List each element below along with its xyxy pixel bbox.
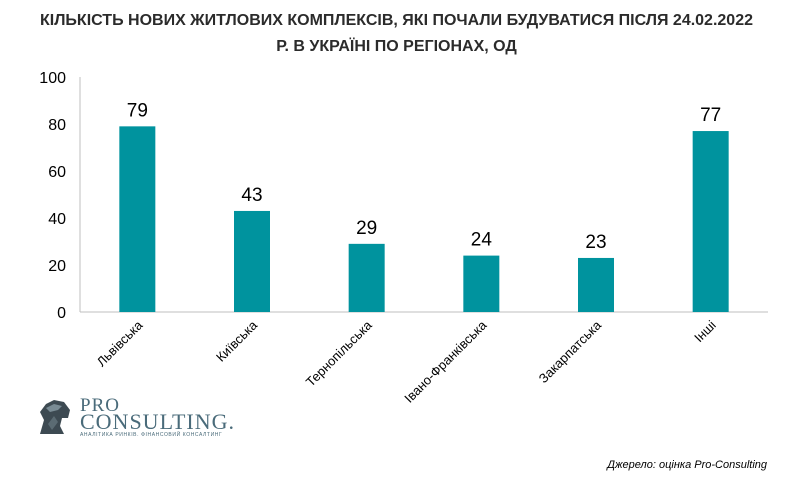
data-label: 23	[585, 232, 606, 253]
horse-head-logo-icon	[34, 396, 76, 438]
bar	[692, 131, 729, 312]
x-tick-label: Івано-Франківська	[401, 317, 490, 406]
x-tick-label: Інші	[691, 317, 719, 345]
y-tick-label: 40	[48, 211, 66, 228]
x-tick-label: Київська	[213, 317, 261, 365]
y-tick-label: 100	[39, 70, 66, 87]
chart-title: КІЛЬКІСТЬ НОВИХ ЖИТЛОВИХ КОМПЛЕКСІВ, ЯКІ…	[0, 8, 793, 60]
data-label: 24	[471, 230, 493, 251]
chart-title-line2: Р. В УКРАЇНІ ПО РЕГІОНАХ, ОД	[276, 38, 517, 55]
bar	[578, 257, 614, 312]
x-tick-label: Закарпатська	[536, 317, 605, 386]
y-tick-label: 20	[48, 258, 66, 275]
logo-pro-text: PRO	[80, 395, 120, 416]
y-tick-label: 0	[57, 305, 66, 322]
data-label: 77	[700, 105, 721, 126]
x-tick-label: Тернопільська	[303, 317, 376, 390]
bar	[119, 126, 156, 312]
bar	[234, 210, 270, 312]
logo-consulting-text: CONSULTING.	[80, 409, 236, 434]
y-tick-label: 60	[48, 164, 66, 181]
pro-consulting-logo: PRO CONSULTING. АНАЛІТИКА РИНКІВ. ФІНАНС…	[34, 395, 236, 440]
y-tick-label: 80	[48, 117, 66, 134]
chart-title-line1: КІЛЬКІСТЬ НОВИХ ЖИТЛОВИХ КОМПЛЕКСІВ, ЯКІ…	[39, 12, 753, 29]
data-label: 79	[127, 100, 148, 121]
x-tick-label: Львівська	[94, 317, 146, 369]
bar	[348, 243, 385, 312]
source-note: Джерело: оцінка Pro-Consulting	[607, 459, 767, 471]
bar	[463, 255, 500, 312]
logo-tagline: АНАЛІТИКА РИНКІВ. ФІНАНСОВИЙ КОНСАЛТИНГ	[80, 432, 223, 438]
data-label: 29	[356, 218, 377, 239]
data-label: 43	[241, 185, 262, 206]
